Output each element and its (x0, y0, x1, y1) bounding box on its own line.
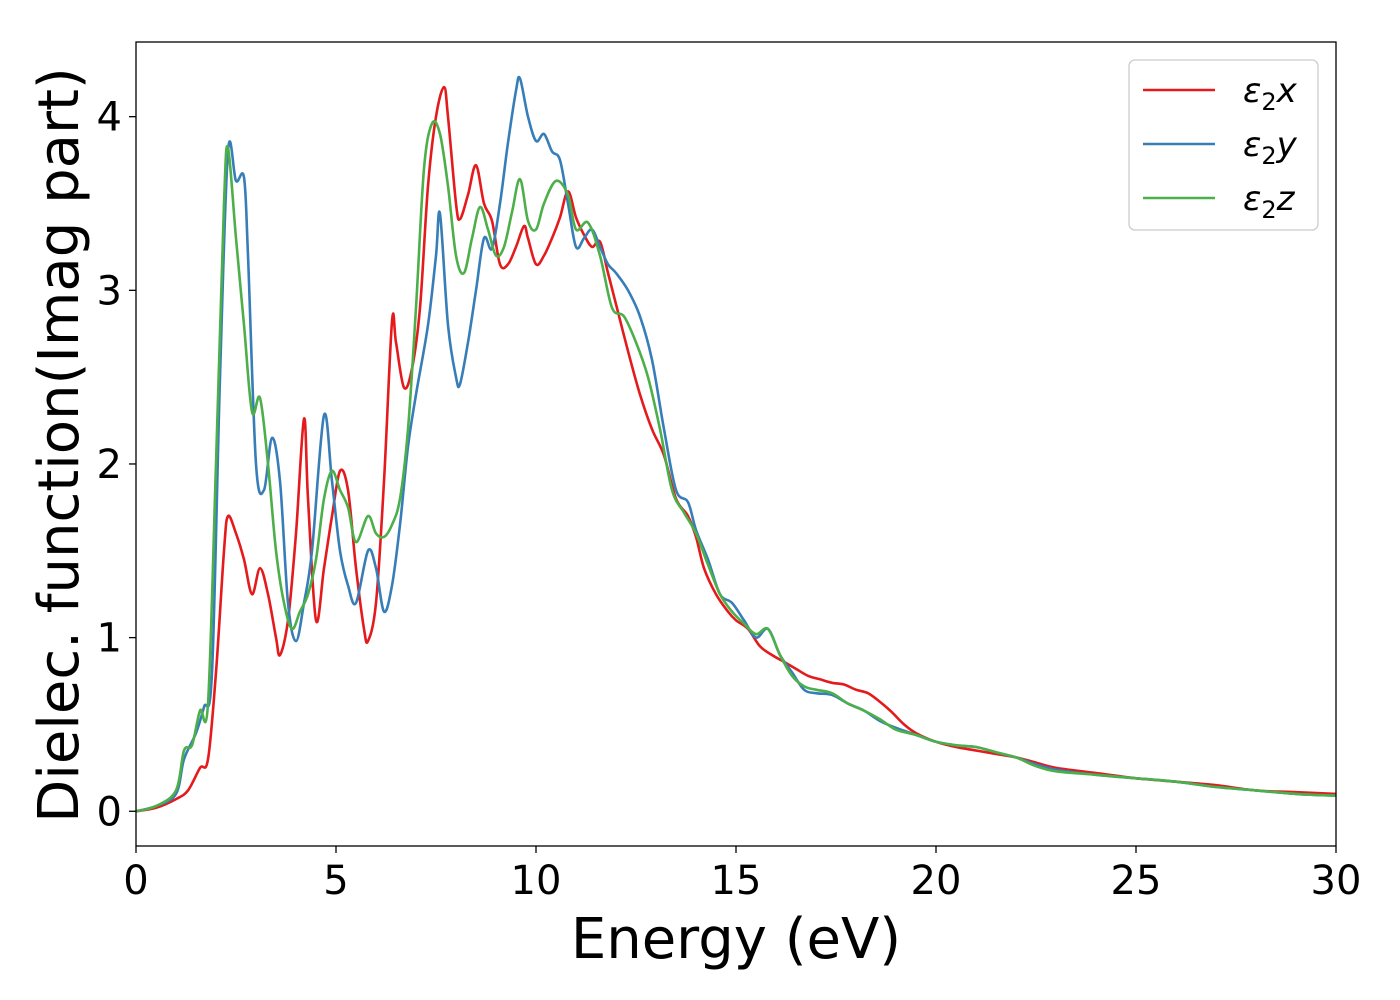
y-axis-title: Dielec. function(Imag part) (27, 67, 92, 823)
x-tick-label: 0 (123, 858, 148, 904)
x-tick-label: 20 (911, 858, 962, 904)
legend: ε2x ε2y ε2z (1128, 59, 1319, 231)
legend-entry-z: ε2z (1243, 179, 1296, 224)
series-line-z (136, 120, 1336, 813)
series-line-x (136, 85, 1336, 813)
legend-box (1128, 59, 1319, 231)
y-tick-label: 2 (97, 442, 122, 488)
x-tick-label: 30 (1311, 858, 1362, 904)
x-axis-ticks: 0 5 10 15 20 25 30 (123, 846, 1361, 904)
x-axis-title: Energy (eV) (571, 907, 901, 972)
y-axis-ticks: 0 1 2 3 4 (97, 95, 136, 835)
x-tick-label: 15 (711, 858, 762, 904)
y-tick-label: 3 (97, 268, 122, 314)
legend-entry-x: ε2x (1243, 71, 1298, 116)
x-tick-label: 5 (323, 858, 348, 904)
y-tick-label: 1 (97, 616, 122, 662)
y-tick-label: 4 (97, 95, 122, 141)
x-tick-label: 25 (1111, 858, 1162, 904)
x-tick-label: 10 (511, 858, 562, 904)
y-tick-label: 0 (97, 789, 122, 835)
legend-entry-y: ε2y (1243, 125, 1298, 170)
